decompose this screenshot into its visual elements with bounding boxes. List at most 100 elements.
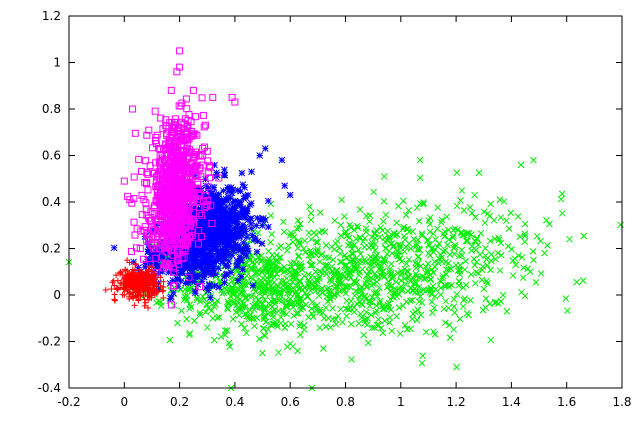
- data-point: [316, 273, 323, 281]
- data-point: [541, 249, 548, 257]
- data-point: [462, 237, 470, 245]
- data-point: [191, 264, 199, 272]
- y-tick-label: 0.4: [42, 195, 61, 209]
- data-point: [530, 256, 537, 264]
- data-point: [416, 156, 424, 164]
- data-point: [483, 277, 490, 285]
- data-point: [160, 294, 167, 301]
- data-point: [446, 334, 454, 342]
- data-point: [413, 279, 420, 287]
- data-point: [356, 285, 364, 293]
- data-point: [349, 250, 357, 257]
- data-point: [241, 303, 249, 311]
- data-point: [573, 278, 581, 286]
- data-point: [167, 86, 175, 94]
- data-point: [247, 220, 255, 228]
- data-point: [287, 320, 295, 328]
- data-point: [261, 216, 269, 224]
- y-tick-label: -0.4: [38, 381, 61, 395]
- data-point: [351, 292, 359, 299]
- data-point: [441, 246, 449, 254]
- data-point: [413, 261, 420, 268]
- data-point: [248, 293, 256, 300]
- data-point: [453, 169, 461, 176]
- data-point: [297, 284, 305, 292]
- data-point: [407, 277, 414, 285]
- data-point: [151, 107, 159, 115]
- data-point: [326, 294, 334, 302]
- data-point: [270, 320, 278, 328]
- data-point: [402, 211, 410, 219]
- data-point: [227, 293, 234, 300]
- data-point: [424, 267, 431, 274]
- x-tick-label: 0.6: [281, 395, 300, 409]
- data-point: [296, 322, 303, 330]
- data-point: [430, 304, 438, 312]
- data-point: [393, 312, 400, 320]
- data-point: [248, 168, 255, 176]
- data-point: [218, 290, 226, 297]
- data-point: [443, 213, 451, 221]
- data-point: [508, 245, 515, 253]
- data-point: [425, 250, 432, 257]
- data-point: [456, 252, 463, 260]
- data-point: [316, 267, 323, 275]
- data-point: [347, 284, 354, 291]
- data-point: [167, 293, 175, 301]
- data-point: [179, 269, 186, 277]
- data-point: [397, 241, 404, 249]
- data-point: [265, 287, 272, 294]
- data-point: [372, 302, 380, 310]
- data-point: [368, 298, 376, 306]
- data-point: [425, 241, 433, 248]
- data-point: [415, 283, 423, 291]
- data-point: [240, 260, 248, 268]
- data-point: [446, 321, 453, 329]
- data-point: [199, 111, 207, 119]
- data-point: [308, 310, 316, 317]
- data-point: [416, 246, 424, 254]
- data-point: [283, 247, 291, 254]
- data-point: [377, 263, 384, 271]
- data-point: [307, 262, 314, 269]
- data-point: [334, 290, 342, 298]
- data-point: [174, 276, 182, 284]
- data-point: [350, 277, 358, 285]
- data-point: [507, 209, 515, 217]
- data-point: [398, 286, 406, 293]
- data-point: [187, 272, 194, 279]
- data-point: [372, 309, 379, 317]
- data-point: [391, 290, 399, 298]
- data-point: [450, 232, 457, 240]
- data-point: [186, 301, 194, 309]
- data-point: [426, 228, 434, 236]
- data-point: [472, 279, 479, 287]
- data-point: [444, 241, 451, 249]
- data-point: [388, 327, 396, 335]
- data-point: [375, 321, 383, 329]
- data-point: [445, 283, 453, 290]
- data-point: [471, 261, 479, 269]
- data-point: [388, 250, 396, 257]
- data-point: [209, 267, 217, 275]
- data-point: [363, 283, 371, 290]
- data-point: [296, 277, 304, 285]
- data-point: [450, 250, 458, 258]
- data-point: [268, 230, 276, 238]
- data-point: [250, 315, 258, 322]
- data-point: [277, 292, 284, 299]
- data-point: [243, 252, 250, 260]
- data-point: [131, 302, 138, 309]
- data-point: [110, 277, 117, 284]
- data-point: [413, 240, 420, 248]
- data-point: [251, 301, 259, 308]
- data-point: [484, 279, 491, 287]
- data-point: [415, 217, 423, 225]
- data-point: [254, 237, 262, 245]
- data-point: [503, 307, 511, 315]
- data-point: [511, 255, 519, 262]
- data-point: [435, 240, 443, 248]
- data-point: [295, 239, 303, 247]
- data-point: [264, 197, 272, 205]
